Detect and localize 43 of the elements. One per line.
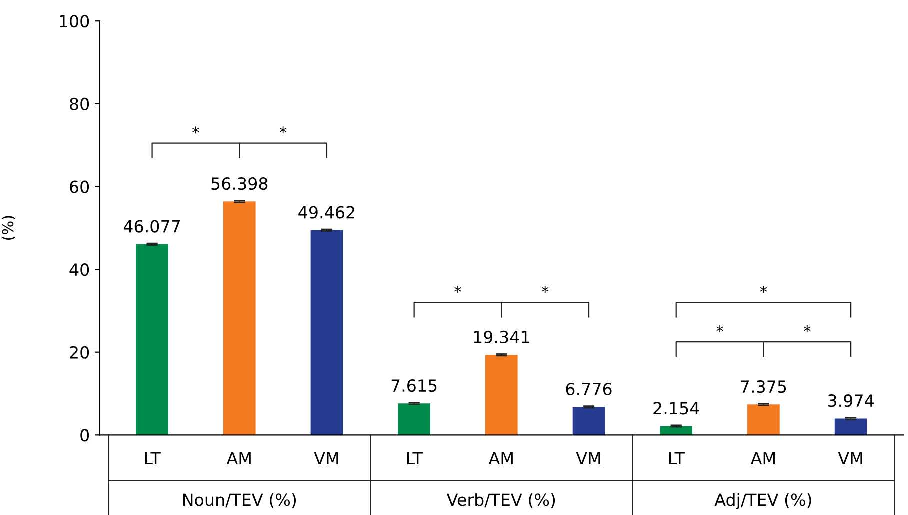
annotation: * xyxy=(280,126,287,134)
bar xyxy=(310,230,344,436)
x-tick-label: VM xyxy=(576,452,600,465)
annotation: * xyxy=(804,325,811,332)
bar xyxy=(223,202,256,436)
data-label: 6.776 xyxy=(566,382,612,396)
y-tick-label: 100 xyxy=(60,15,90,28)
bar xyxy=(572,407,606,436)
data-label: 7.375 xyxy=(741,380,786,394)
x-tick-label: AM xyxy=(750,452,775,465)
data-label: 2.154 xyxy=(654,402,700,415)
bar xyxy=(834,418,868,436)
y-tick-label: 80 xyxy=(70,98,90,110)
y-tick-label: 60 xyxy=(70,180,90,194)
bar xyxy=(486,355,518,436)
text: Noun/TEV (%) xyxy=(183,493,296,508)
data-label: 19.341 xyxy=(474,330,530,344)
data-label: 3.974 xyxy=(828,394,874,408)
annotation: * xyxy=(542,286,549,294)
bar xyxy=(748,404,780,436)
x-tick-label: LT xyxy=(669,452,685,465)
annotation: * xyxy=(760,286,768,294)
annotation: * xyxy=(192,126,200,134)
text: Verb/TEV (%) xyxy=(446,493,556,508)
y-tick-label: 40 xyxy=(70,264,90,276)
y-tick-label: 20 xyxy=(70,346,90,359)
y-axis-title: (%) xyxy=(2,216,16,240)
x-tick-label: LT xyxy=(145,452,161,465)
data-label: 56.398 xyxy=(212,177,268,190)
text: Adj/TEV (%) xyxy=(714,493,812,510)
data-label: 49.462 xyxy=(298,206,354,219)
annotation: * xyxy=(716,325,724,332)
x-tick-label: VM xyxy=(838,452,862,465)
x-tick-label: AM xyxy=(488,452,513,465)
x-tick-label: VM xyxy=(314,452,338,465)
bar xyxy=(398,404,430,436)
bar xyxy=(136,244,168,436)
y-tick-label: 0 xyxy=(80,429,90,442)
data-label: 46.077 xyxy=(124,220,180,233)
x-tick-label: LT xyxy=(407,452,423,465)
data-label: 7.615 xyxy=(392,379,437,392)
annotation: * xyxy=(454,286,462,294)
x-tick-label: AM xyxy=(226,452,251,465)
